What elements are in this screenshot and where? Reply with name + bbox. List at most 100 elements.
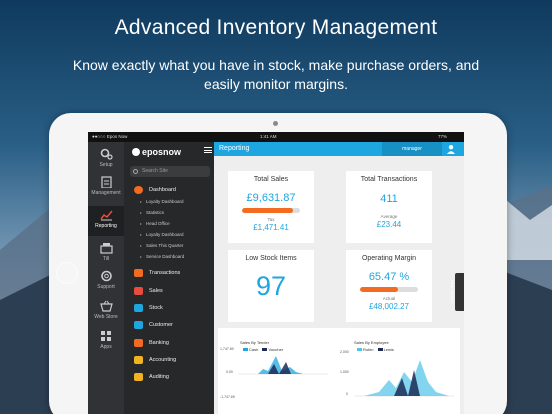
- transactions-icon: [134, 269, 143, 277]
- search-icon: [133, 169, 138, 174]
- menu-item-stock[interactable]: Stock: [124, 302, 214, 314]
- submenu-service-dashboard[interactable]: Service Dashboard: [124, 252, 214, 262]
- rail-label: Reporting: [95, 223, 117, 229]
- lifebuoy-icon: [100, 270, 112, 282]
- app-screen: ●●○○○ Epos Now 1:41 AM 77% Setup Managem…: [88, 132, 464, 414]
- menu-item-auditing[interactable]: Auditing: [124, 371, 214, 383]
- auditing-icon: [134, 373, 143, 381]
- menu-item-accounting[interactable]: Accounting: [124, 354, 214, 366]
- stock-icon: [134, 304, 143, 312]
- gears-icon: [100, 148, 113, 160]
- battery-label: 77%: [438, 134, 448, 139]
- help-section-tab[interactable]: Help Section: [450, 273, 464, 311]
- rail-item-support[interactable]: Support: [88, 270, 124, 298]
- legend-swatch: [262, 348, 268, 351]
- card-caption: Tax: [267, 217, 275, 222]
- margin-progress-bar: [360, 287, 418, 292]
- card-subvalue: £23.44: [376, 220, 402, 229]
- sales-icon: [134, 287, 143, 295]
- legend-label: Lewis: [383, 347, 394, 352]
- logo-text: eposnow: [142, 147, 182, 157]
- menu-item-dashboard[interactable]: Dashboard: [124, 184, 214, 196]
- menu-label: Accounting: [149, 357, 177, 363]
- menu-label: Transactions: [149, 270, 181, 276]
- tender-chart-title: Sales By Tender: [240, 340, 270, 345]
- lewis-series: [394, 370, 420, 396]
- rail-item-till[interactable]: Till: [88, 242, 124, 268]
- top-bar: Reporting manager: [214, 142, 464, 156]
- banking-icon: [134, 339, 143, 347]
- card-title: Total Transactions: [360, 176, 418, 183]
- menu-label: Auditing: [149, 374, 169, 380]
- dashboard-content: Total Sales £9,631.87 Tax £1,471.41 Tota…: [214, 156, 464, 414]
- operating-margin-card[interactable]: Operating Margin 65.47 % Actual £48,002.…: [346, 250, 432, 322]
- card-value: 65.47 %: [368, 271, 410, 283]
- rail-label: Management: [91, 190, 121, 196]
- tender-chart-legend: Cash Voucher: [240, 347, 283, 352]
- menu-item-sales[interactable]: Sales: [124, 285, 214, 297]
- y-tick: -1,747.69: [220, 395, 235, 399]
- logo: eposnow: [132, 147, 181, 157]
- submenu-sales-this-quarter[interactable]: Sales This Quarter: [124, 241, 214, 251]
- hero-title: Advanced Inventory Management: [114, 16, 438, 39]
- clipboard-icon: [100, 176, 112, 188]
- search-placeholder: Search Site: [142, 168, 168, 174]
- submenu-head-office[interactable]: Head Office: [124, 219, 214, 229]
- card-value: 97: [255, 271, 287, 301]
- rail-item-reporting[interactable]: Reporting: [88, 206, 124, 236]
- total-sales-card[interactable]: Total Sales £9,631.87 Tax £1,471.41: [228, 171, 314, 243]
- robin-series: [364, 360, 449, 396]
- clock: 1:41 AM: [260, 134, 277, 139]
- y-tick: 0: [346, 392, 348, 396]
- total-transactions-card[interactable]: Total Transactions 411 Average £23.44: [346, 171, 432, 243]
- submenu-statistics[interactable]: Statistics: [124, 208, 214, 218]
- carrier-label: ●●○○○ Epos Now: [92, 134, 128, 139]
- legend-swatch: [377, 348, 383, 351]
- legend-label: Voucher: [268, 347, 284, 352]
- rail-label: Till: [102, 256, 110, 262]
- help-tab-label: Help Section: [449, 280, 455, 303]
- rail-item-web-store[interactable]: Web Store: [88, 300, 124, 328]
- customer-icon: [134, 321, 143, 329]
- hamburger-menu-icon[interactable]: [204, 147, 212, 153]
- menu-label: Customer: [149, 322, 173, 328]
- rail-item-setup[interactable]: Setup: [88, 148, 124, 174]
- menu-item-banking[interactable]: Banking: [124, 337, 214, 349]
- camera-icon: [273, 121, 278, 126]
- menu-label: Dashboard: [149, 187, 176, 193]
- basket-icon: [99, 300, 113, 312]
- y-tick: 1,747.69: [220, 347, 234, 351]
- legend-swatch: [243, 348, 248, 351]
- submenu-loyalty-dashboard-2[interactable]: Loyalty Dashboard: [124, 230, 214, 240]
- search-input[interactable]: Search Site: [130, 166, 210, 177]
- low-stock-card[interactable]: Low Stock Items 97: [228, 250, 314, 322]
- user-menu-button[interactable]: manager: [382, 142, 442, 156]
- progress-fill: [360, 287, 398, 292]
- menu-item-customer[interactable]: Customer: [124, 319, 214, 331]
- employee-chart-legend: Robin Lewis: [354, 347, 394, 352]
- charts-panel: Sales By Tender Cash Voucher 1,747.69 0.…: [218, 328, 460, 414]
- card-value: £9,631.87: [246, 192, 296, 204]
- employee-chart-title: Sales By Employee: [354, 340, 389, 345]
- tender-chart-plot: [238, 356, 328, 375]
- legend-label: Robin: [363, 347, 374, 352]
- card-subvalue: £48,002.27: [368, 302, 410, 311]
- y-tick: 0.00: [226, 370, 233, 374]
- submenu-loyalty-dashboard[interactable]: Loyalty Dashboard: [124, 197, 214, 207]
- logo-icon: [132, 148, 140, 156]
- voucher-series: [268, 362, 291, 374]
- dashboard-icon: [134, 186, 143, 194]
- menu-item-transactions[interactable]: Transactions: [124, 267, 214, 279]
- menu-label: Stock: [149, 305, 163, 311]
- user-icon[interactable]: [446, 144, 456, 154]
- home-button[interactable]: [56, 262, 78, 284]
- rail-label: Web Store: [94, 314, 118, 320]
- menu-label: Banking: [149, 340, 169, 346]
- chart-icon: [99, 210, 113, 221]
- rail-item-apps[interactable]: Apps: [88, 330, 124, 358]
- y-tick: 2,000: [340, 350, 349, 354]
- rail-item-management[interactable]: Management: [88, 176, 124, 204]
- y-tick: 1,000: [340, 370, 349, 374]
- page-title: Reporting: [219, 145, 250, 152]
- menu-label: Sales: [149, 288, 163, 294]
